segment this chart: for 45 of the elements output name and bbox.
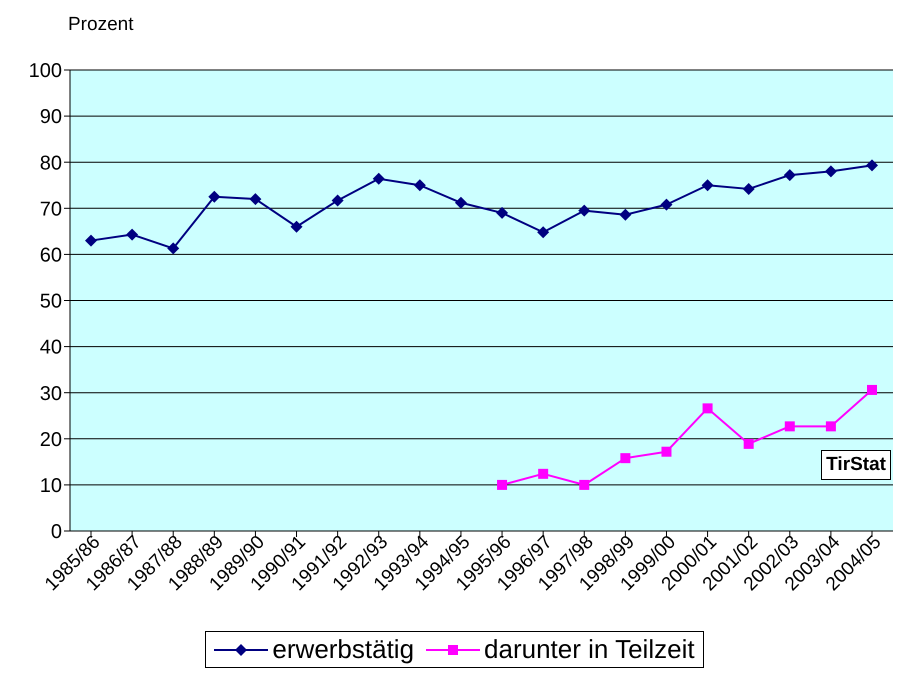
point [866, 159, 878, 172]
point [249, 193, 262, 206]
point [537, 226, 550, 238]
point [126, 228, 138, 241]
point [414, 179, 426, 192]
point [661, 446, 672, 457]
point [167, 242, 180, 254]
y-axis-title: Prozent [68, 14, 134, 36]
point [702, 403, 713, 414]
point [208, 190, 220, 203]
point [497, 480, 508, 490]
legend-label: erwerbstätig [271, 634, 414, 665]
point [85, 234, 97, 247]
point [372, 172, 385, 185]
point [619, 208, 632, 221]
point [784, 421, 795, 432]
point [620, 453, 630, 464]
y-tick-label: 20 [40, 428, 62, 451]
point [538, 468, 548, 479]
y-tick-label: 30 [40, 382, 62, 405]
point [784, 169, 796, 182]
point [660, 198, 672, 211]
annotation: TirStat [821, 450, 891, 480]
y-tick-label: 10 [40, 475, 62, 497]
legend-label: darunter in Teilzeit [483, 634, 695, 665]
point [744, 438, 754, 449]
point [578, 204, 590, 217]
y-tick-label: 100 [28, 60, 62, 82]
point [579, 480, 590, 490]
point [824, 165, 837, 178]
y-tick-label: 80 [40, 152, 62, 174]
point [290, 220, 303, 233]
point [826, 421, 836, 432]
point [454, 196, 467, 209]
point [867, 384, 877, 395]
point [496, 206, 508, 219]
y-tick-label: 50 [40, 290, 62, 313]
point [332, 194, 344, 206]
y-tick-label: 60 [40, 244, 62, 266]
point [702, 179, 714, 192]
y-tick-label: 0 [50, 521, 62, 544]
point [742, 182, 755, 195]
y-tick-label: 90 [40, 106, 62, 128]
y-tick-label: 70 [40, 198, 62, 220]
y-tick-label: 40 [40, 336, 62, 359]
